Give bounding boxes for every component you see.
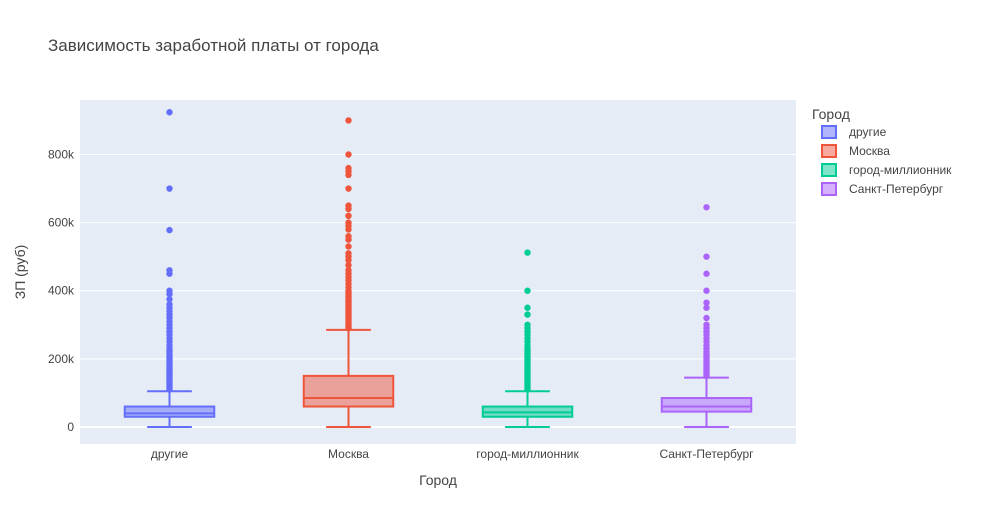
box-group[interactable] xyxy=(302,117,395,428)
outlier-point xyxy=(345,243,352,250)
legend-label: другие xyxy=(849,125,887,139)
outlier-point xyxy=(703,321,710,328)
outlier-point xyxy=(703,314,710,322)
legend-swatch xyxy=(821,163,837,177)
outlier-point xyxy=(703,287,710,294)
box-group[interactable] xyxy=(481,249,574,428)
y-axis: 0 200k 400k 600k 800k xyxy=(48,147,75,433)
legend-swatch xyxy=(821,125,837,139)
outlier-point xyxy=(345,185,352,192)
outlier-point xyxy=(345,233,352,240)
x-axis-title: Город xyxy=(419,472,457,488)
outlier-point xyxy=(345,267,352,274)
outlier-point xyxy=(166,185,173,192)
box-plots xyxy=(123,109,753,428)
y-tick-label: 200k xyxy=(48,352,75,366)
outlier-point xyxy=(166,226,173,234)
outlier-point xyxy=(703,204,710,211)
legend-swatch xyxy=(821,182,837,196)
chart-title: Зависимость заработной платы от города xyxy=(48,36,379,55)
legend[interactable]: другие Москва город-миллионник Санкт-Петерб… xyxy=(821,125,952,196)
outlier-point xyxy=(345,151,352,158)
y-tick-label: 600k xyxy=(48,216,75,230)
box-group[interactable] xyxy=(660,204,753,428)
outlier-point xyxy=(166,296,173,303)
legend-swatch xyxy=(821,144,837,158)
gridlines xyxy=(80,153,796,428)
outlier-point xyxy=(345,212,352,220)
outlier-point xyxy=(345,250,352,257)
y-tick-label: 0 xyxy=(67,420,74,434)
legend-label: город-миллионник xyxy=(849,163,952,177)
outlier-point xyxy=(703,253,710,260)
outlier-point xyxy=(166,287,173,294)
legend-item[interactable]: город-миллионник xyxy=(821,163,952,177)
legend-item[interactable]: Санкт-Петербург xyxy=(821,182,944,196)
outlier-point xyxy=(703,299,710,306)
outlier-point xyxy=(345,261,352,269)
box xyxy=(123,405,216,418)
x-tick-label: город-миллионник xyxy=(476,447,579,461)
outlier-point xyxy=(345,164,352,172)
box xyxy=(660,397,753,413)
box-group[interactable] xyxy=(123,109,216,428)
legend-item[interactable]: Москва xyxy=(821,144,890,158)
outlier-point xyxy=(524,304,531,311)
x-tick-label: Санкт-Петербург xyxy=(659,447,754,461)
outlier-point xyxy=(166,267,173,274)
legend-label: Санкт-Петербург xyxy=(849,182,944,196)
legend-label: Москва xyxy=(849,144,890,158)
outlier-point xyxy=(345,202,352,209)
y-axis-title: ЗП (руб) xyxy=(12,245,28,300)
y-tick-label: 800k xyxy=(48,147,75,161)
x-axis: другие Москва город-миллионник Санкт-Петерб… xyxy=(151,447,754,461)
outlier-point xyxy=(524,287,531,294)
x-tick-label: Москва xyxy=(328,447,369,461)
outlier-point xyxy=(345,117,352,124)
legend-item[interactable]: другие xyxy=(821,125,887,139)
outlier-point xyxy=(524,321,531,328)
outlier-point xyxy=(166,109,173,116)
box xyxy=(302,374,395,408)
plot-background xyxy=(80,100,796,444)
outlier-point xyxy=(703,270,710,277)
outlier-point xyxy=(166,301,173,308)
y-tick-label: 400k xyxy=(48,284,75,298)
outlier-point xyxy=(345,219,352,226)
outlier-point xyxy=(524,249,531,256)
legend-title: Город xyxy=(812,106,850,122)
outlier-point xyxy=(524,311,531,318)
outlier-point xyxy=(703,304,710,311)
x-tick-label: другие xyxy=(151,447,189,461)
